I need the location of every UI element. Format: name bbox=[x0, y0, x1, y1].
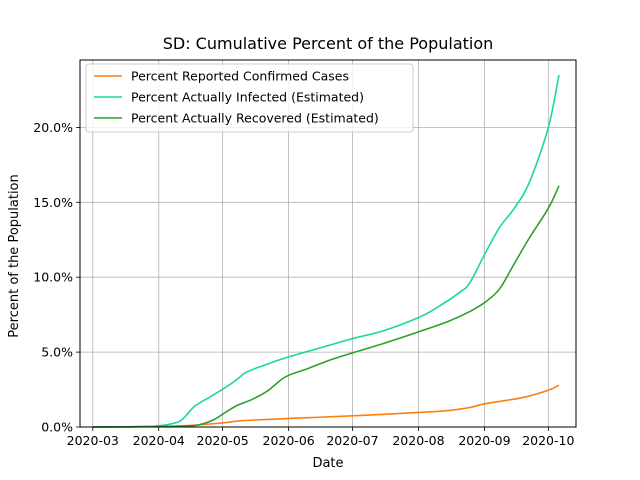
y-tick-label: 5.0% bbox=[41, 345, 73, 360]
legend-label-1: Percent Reported Confirmed Cases bbox=[131, 69, 349, 84]
series-line-2 bbox=[92, 74, 560, 428]
x-tick-label: 2020-07 bbox=[326, 433, 378, 448]
legend-label-3: Percent Actually Recovered (Estimated) bbox=[131, 111, 379, 126]
y-tick-label: 0.0% bbox=[41, 420, 73, 435]
x-tick-label: 2020-04 bbox=[133, 433, 185, 448]
tick-layer: 2020-03 2020-04 2020-05 2020-06 2020-07 2020-… bbox=[33, 120, 574, 448]
y-tick-label: 15.0% bbox=[33, 195, 73, 210]
x-axis-title: Date bbox=[312, 456, 343, 471]
y-tick-label: 20.0% bbox=[33, 120, 73, 135]
legend-box bbox=[85, 63, 414, 133]
x-tick-label: 2020-08 bbox=[392, 433, 444, 448]
legend-label-2: Percent Actually Infected (Estimated) bbox=[131, 90, 364, 105]
x-tick-label: 2020-06 bbox=[263, 433, 315, 448]
x-tick-label: 2020-03 bbox=[67, 433, 119, 448]
y-axis-title: Percent of the Population bbox=[7, 174, 22, 337]
series-line-3 bbox=[92, 185, 560, 428]
x-tick-label: 2020-09 bbox=[458, 433, 510, 448]
chart-title: SD: Cumulative Percent of the Population bbox=[163, 34, 494, 53]
x-tick-label: 2020-10 bbox=[522, 433, 574, 448]
series-layer bbox=[92, 74, 560, 428]
y-tick-label: 10.0% bbox=[33, 270, 73, 285]
legend: Percent Reported Confirmed Cases Percent … bbox=[85, 63, 414, 133]
series-line-1 bbox=[92, 384, 560, 428]
plot-frame bbox=[79, 59, 577, 428]
x-tick-label: 2020-05 bbox=[197, 433, 249, 448]
